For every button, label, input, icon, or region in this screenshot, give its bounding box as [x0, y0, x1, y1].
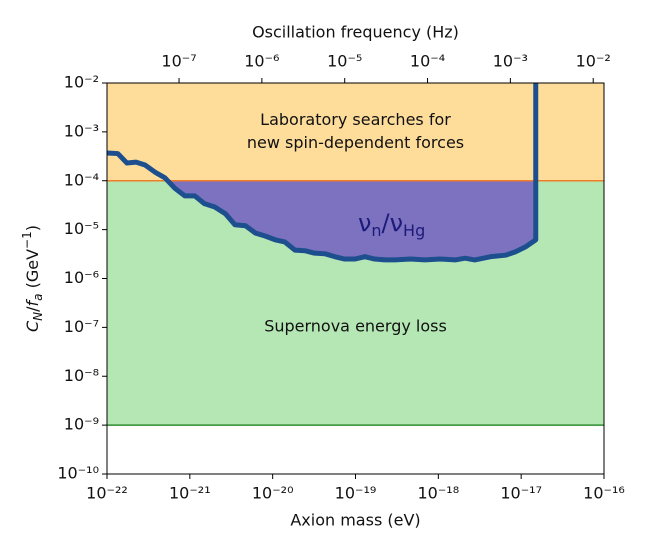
annotation-part: /ν [382, 209, 404, 237]
region-label: Supernova energy loss [264, 316, 447, 335]
x-tick-label: 10⁻¹⁸ [418, 484, 460, 503]
region [107, 83, 604, 181]
x-tick-label: 10⁻¹⁷ [500, 484, 542, 503]
y-axis-title-part: f [23, 298, 42, 306]
x-tick-label: 10⁻¹⁹ [335, 484, 377, 503]
x-axis-title: Axion mass (eV) [290, 511, 420, 530]
x-tick-label: 10⁻²¹ [169, 484, 211, 503]
x2-tick-label: 10⁻⁷ [161, 52, 196, 71]
excluded-area [167, 180, 536, 260]
x2-tick-label: 10⁻² [576, 52, 611, 71]
limit-curve [106, 83, 539, 263]
annotation-part: n [371, 221, 381, 240]
x2-tick-label: 10⁻³ [493, 52, 528, 71]
x2-tick-label: 10⁻⁴ [410, 52, 445, 71]
y-tick-label: 10⁻⁴ [64, 170, 99, 189]
annotation-part: Hg [403, 221, 425, 240]
x2-axis-title: Oscillation frequency (Hz) [252, 23, 459, 42]
y-tick-label: 10⁻⁶ [64, 268, 99, 287]
x-tick-label: 10⁻²² [86, 484, 128, 503]
region-label: Laboratory searches for [260, 110, 451, 129]
x2-tick-label: 10⁻⁵ [327, 52, 362, 71]
y-axis-title-part: a [31, 293, 45, 300]
y-tick-label: 10⁻² [64, 73, 99, 92]
y-tick-label: 10⁻⁸ [64, 366, 99, 385]
y-axis-title-part: C [23, 320, 42, 332]
y-tick-label: 10⁻⁹ [64, 415, 99, 434]
y-axis-title-part: −1 [20, 231, 34, 249]
y-axis-title-part: ) [23, 225, 42, 231]
y-axis-title-part: (GeV [23, 249, 42, 294]
y-tick-label: 10⁻¹⁰ [57, 464, 99, 483]
y-axis-title-part: / [23, 306, 42, 312]
region-label: new spin-dependent forces [247, 133, 464, 152]
y-axis-title: CN/fa (GeV−1) [20, 225, 45, 332]
x2-tick-label: 10⁻⁶ [244, 52, 279, 71]
curve-annotation: νn/νHg [358, 209, 425, 240]
annotation-part: ν [358, 209, 371, 237]
y-tick-label: 10⁻⁷ [64, 317, 99, 336]
x-tick-label: 10⁻¹⁶ [583, 484, 625, 503]
x-tick-label: 10⁻²⁰ [252, 484, 294, 503]
y-tick-label: 10⁻⁵ [64, 219, 99, 238]
y-axis-title-part: N [31, 312, 45, 321]
y-tick-label: 10⁻³ [64, 121, 99, 140]
